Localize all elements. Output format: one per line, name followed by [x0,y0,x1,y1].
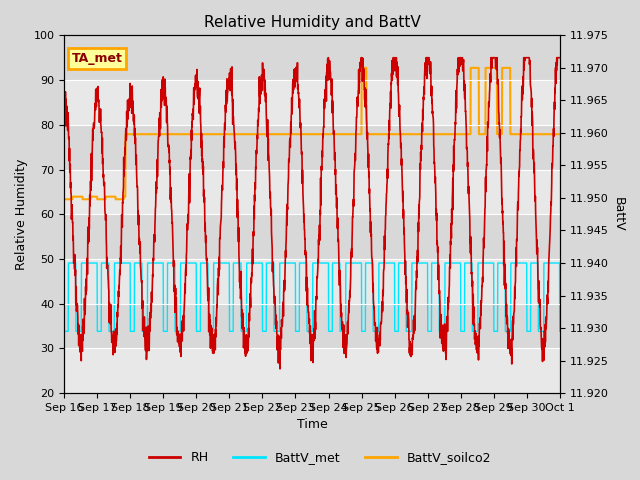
Bar [64,348,560,393]
Bar [64,259,560,304]
Text: TA_met: TA_met [72,52,123,65]
Bar [64,214,560,259]
Y-axis label: BattV: BattV [612,197,625,231]
Bar [64,304,560,348]
Title: Relative Humidity and BattV: Relative Humidity and BattV [204,15,420,30]
Y-axis label: Relative Humidity: Relative Humidity [15,158,28,270]
Bar [64,169,560,214]
X-axis label: Time: Time [296,419,328,432]
Bar [64,125,560,169]
Bar [64,36,560,80]
Bar [64,80,560,125]
Legend: RH, BattV_met, BattV_soilco2: RH, BattV_met, BattV_soilco2 [144,446,496,469]
